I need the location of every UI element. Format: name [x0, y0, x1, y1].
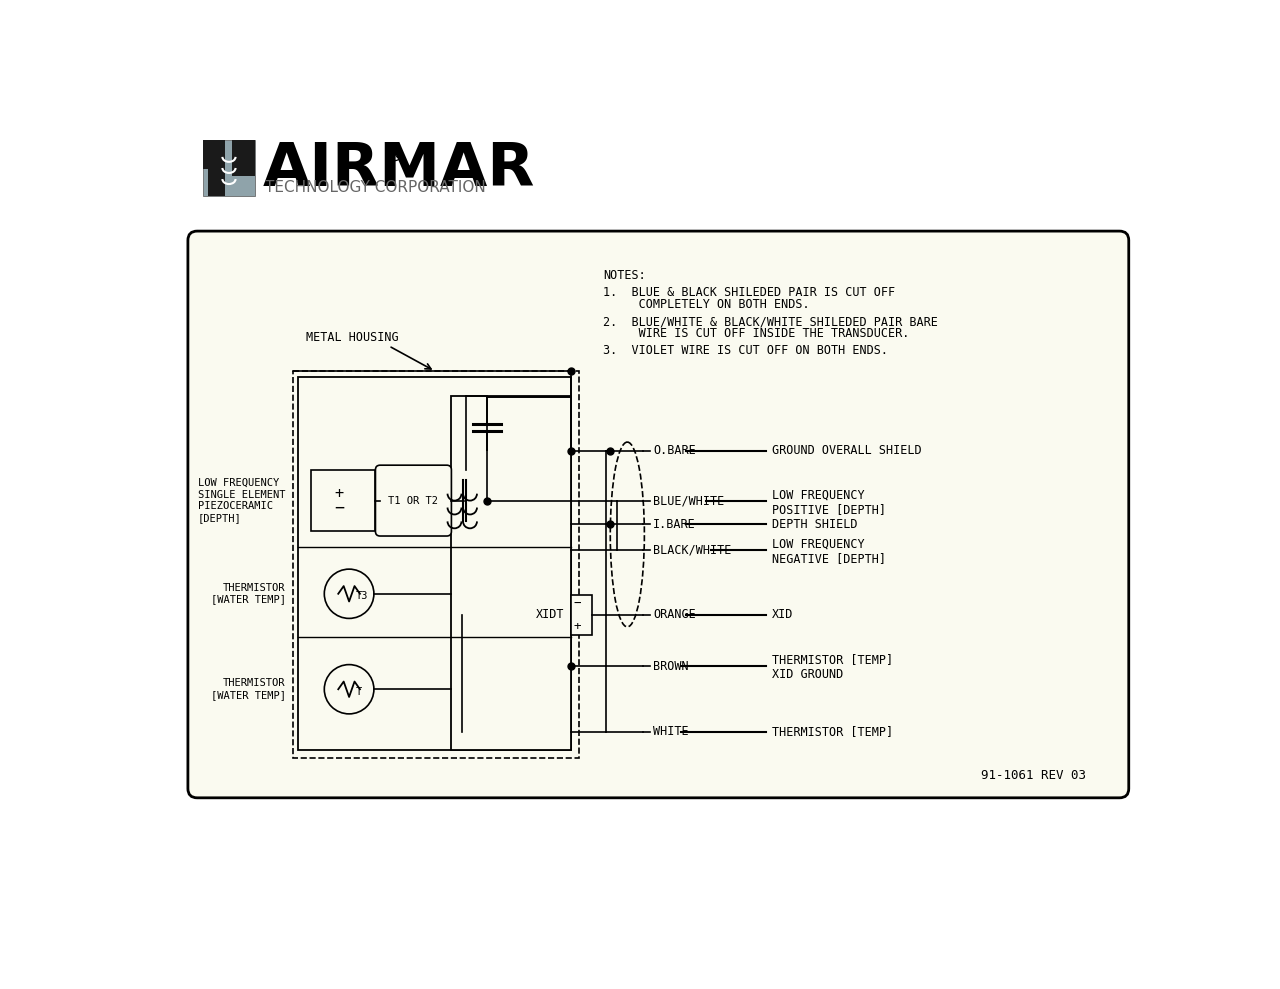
Bar — [207, 169, 225, 196]
Text: DEPTH SHIELD: DEPTH SHIELD — [772, 518, 858, 531]
Ellipse shape — [611, 442, 644, 627]
Text: +: + — [335, 487, 344, 501]
Text: NOTES:: NOTES: — [603, 269, 646, 282]
Text: −: − — [573, 597, 581, 610]
Text: LOW FREQUENCY: LOW FREQUENCY — [772, 537, 865, 550]
Text: POSITIVE [DEPTH]: POSITIVE [DEPTH] — [772, 503, 886, 516]
Text: 91-1061 REV 03: 91-1061 REV 03 — [982, 769, 1087, 782]
Text: THERMISTOR [TEMP]: THERMISTOR [TEMP] — [772, 654, 893, 667]
Text: XIDT: XIDT — [536, 608, 564, 621]
Text: TECHNOLOGY CORPORATION: TECHNOLOGY CORPORATION — [265, 180, 485, 195]
Text: I.BARE: I.BARE — [653, 518, 695, 531]
Text: BLACK/WHITE: BLACK/WHITE — [653, 543, 731, 557]
Text: BLUE/WHITE: BLUE/WHITE — [653, 494, 724, 508]
Text: AIRMAR: AIRMAR — [264, 139, 535, 199]
Text: ®: ® — [385, 146, 403, 165]
FancyBboxPatch shape — [188, 231, 1129, 798]
Bar — [452, 396, 571, 750]
Bar — [298, 378, 571, 750]
Bar — [202, 140, 225, 169]
Circle shape — [324, 665, 374, 714]
Text: 2.  BLUE/WHITE & BLACK/WHITE SHILEDED PAIR BARE: 2. BLUE/WHITE & BLACK/WHITE SHILEDED PAI… — [603, 315, 938, 328]
Text: THERMISTOR
[WATER TEMP]: THERMISTOR [WATER TEMP] — [210, 583, 285, 604]
Bar — [160, 119, 1152, 230]
Text: 1.  BLUE & BLACK SHILEDED PAIR IS CUT OFF: 1. BLUE & BLACK SHILEDED PAIR IS CUT OFF — [603, 286, 896, 299]
Text: T3: T3 — [356, 591, 367, 601]
Text: T: T — [356, 686, 361, 696]
Text: WHITE: WHITE — [653, 725, 689, 738]
Circle shape — [324, 569, 374, 618]
Bar — [311, 470, 375, 531]
Text: LOW FREQUENCY: LOW FREQUENCY — [772, 489, 865, 501]
Text: METAL HOUSING: METAL HOUSING — [306, 331, 398, 344]
Text: WIRE IS CUT OFF INSIDE THE TRANSDUCER.: WIRE IS CUT OFF INSIDE THE TRANSDUCER. — [603, 327, 910, 340]
Text: +: + — [573, 620, 581, 633]
FancyBboxPatch shape — [375, 465, 452, 536]
Text: LOW FREQUENCY
SINGLE ELEMENT
PIEZOCERAMIC
[DEPTH]: LOW FREQUENCY SINGLE ELEMENT PIEZOCERAMI… — [198, 479, 285, 523]
Text: −: − — [334, 498, 344, 516]
Text: COMPLETELY ON BOTH ENDS.: COMPLETELY ON BOTH ENDS. — [603, 298, 810, 312]
Text: O.BARE: O.BARE — [653, 444, 695, 457]
Bar — [232, 140, 255, 176]
Bar — [202, 140, 255, 196]
Text: XID: XID — [772, 608, 794, 621]
Text: BROWN: BROWN — [653, 660, 689, 673]
Bar — [293, 371, 579, 758]
Text: ORANGE: ORANGE — [653, 608, 695, 621]
Text: 3.  VIOLET WIRE IS CUT OFF ON BOTH ENDS.: 3. VIOLET WIRE IS CUT OFF ON BOTH ENDS. — [603, 344, 888, 357]
Bar — [571, 594, 593, 635]
Text: THERMISTOR [TEMP]: THERMISTOR [TEMP] — [772, 725, 893, 738]
Text: THERMISTOR
[WATER TEMP]: THERMISTOR [WATER TEMP] — [210, 678, 285, 700]
Text: GROUND OVERALL SHIELD: GROUND OVERALL SHIELD — [772, 444, 922, 457]
Text: XID GROUND: XID GROUND — [772, 669, 844, 681]
Text: T1 OR T2: T1 OR T2 — [388, 495, 439, 505]
Text: NEGATIVE [DEPTH]: NEGATIVE [DEPTH] — [772, 552, 886, 565]
